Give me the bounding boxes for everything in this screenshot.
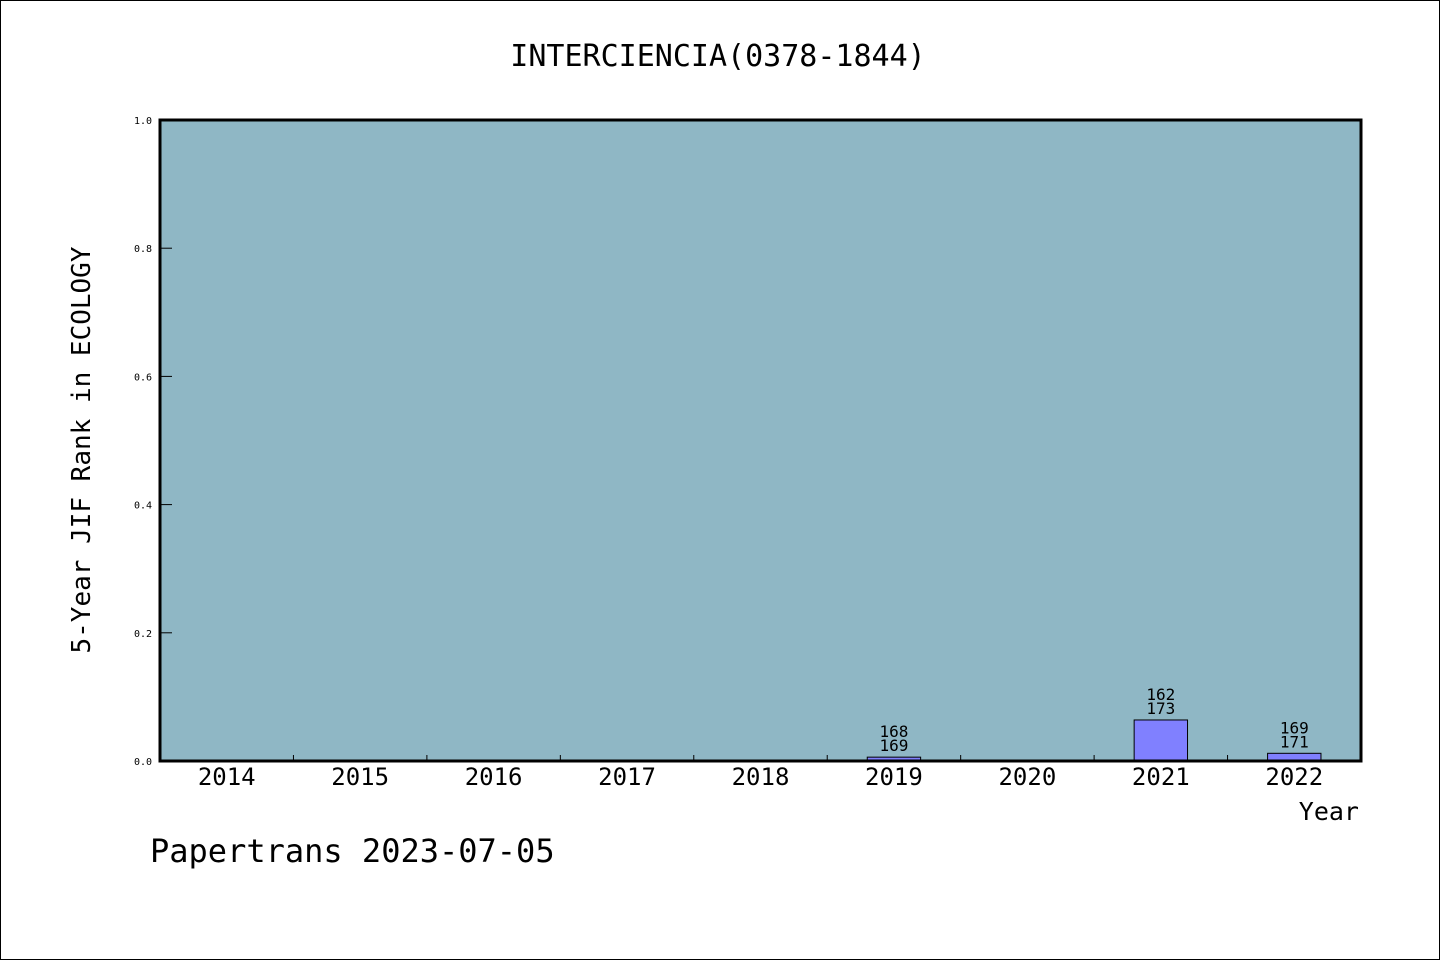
y-tick-label: 0.4 (134, 501, 152, 512)
y-tick-label: 0.6 (134, 372, 152, 383)
x-tick-label: 2021 (1132, 763, 1190, 791)
y-tick-label: 0.0 (134, 757, 152, 768)
y-tick-label: 0.8 (134, 244, 152, 255)
plot-area: 0.0 0.2 0.4 0.6 0.8 1.0 2014 2015 2016 2017 2018 20… (134, 116, 1363, 791)
bar-label-total: 171 (1280, 732, 1309, 751)
bar-label-rank: 168 (879, 722, 908, 741)
bar-label-total: 173 (1146, 699, 1175, 718)
plot-border (158, 118, 1363, 763)
x-tick-label: 2022 (1265, 763, 1323, 791)
chart-title: INTERCIENCIA(0378-1844) (510, 39, 925, 74)
bar-label-total: 169 (879, 736, 908, 755)
y-axis-label: 5-Year JIF Rank in ECOLOGY (67, 246, 97, 653)
x-tick-label: 2014 (198, 763, 256, 791)
x-tick-label: 2019 (865, 763, 923, 791)
bar (1133, 719, 1189, 762)
x-tick-label: 2017 (598, 763, 656, 791)
y-tick-label: 1.0 (134, 116, 152, 127)
x-tick-label: 2020 (998, 763, 1056, 791)
plot-background (160, 120, 1361, 761)
y-tick-label: 0.2 (134, 629, 152, 640)
footer-credit: Papertrans 2023-07-05 (150, 832, 555, 870)
x-axis-label: Year (1299, 797, 1359, 826)
x-tick-label: 2016 (465, 763, 523, 791)
x-tick-label: 2018 (732, 763, 790, 791)
bar-label-rank: 169 (1280, 718, 1309, 737)
bar-label-rank: 162 (1146, 685, 1175, 704)
x-tick-label: 2015 (331, 763, 389, 791)
